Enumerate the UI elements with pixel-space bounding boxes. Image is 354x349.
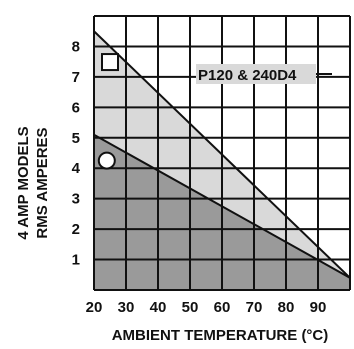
series-markers — [97, 53, 119, 170]
y-tick-label: 2 — [72, 221, 80, 238]
square-marker — [101, 53, 119, 72]
y-tick-label: 6 — [72, 99, 80, 116]
series-annotation: P120 & 240D4 — [198, 67, 297, 84]
y-tick-labels: 1 2 3 4 5 6 7 8 — [72, 38, 81, 268]
y-tick-label: 7 — [72, 69, 80, 86]
y-tick-label: 8 — [72, 38, 80, 55]
series-line-2 — [93, 133, 351, 279]
x-axis-title: AMBIENT TEMPERATURE (°C) — [112, 327, 329, 344]
x-tick-label: 70 — [246, 299, 263, 316]
plot-lines — [93, 30, 351, 279]
circle-marker — [97, 151, 116, 170]
x-tick-label: 80 — [278, 299, 295, 316]
annotation-background — [196, 64, 316, 84]
chart-grid — [93, 15, 351, 291]
x-tick-label: 20 — [86, 299, 103, 316]
x-tick-label: 60 — [214, 299, 231, 316]
y-axis-title-line-2: RMS AMPERES — [34, 127, 51, 238]
x-tick-label: 90 — [310, 299, 327, 316]
y-axis-title-line-1: 4 AMP MODELS — [15, 126, 32, 239]
x-tick-label: 30 — [118, 299, 135, 316]
x-tick-label: 40 — [150, 299, 167, 316]
y-tick-label: 5 — [72, 130, 80, 147]
y-tick-label: 4 — [72, 160, 81, 177]
x-tick-label: 50 — [182, 299, 199, 316]
series-line-1 — [93, 30, 351, 279]
x-tick-labels: 20 30 40 50 60 70 80 90 — [86, 299, 327, 316]
y-tick-label: 1 — [72, 252, 80, 269]
y-tick-label: 3 — [72, 191, 80, 208]
